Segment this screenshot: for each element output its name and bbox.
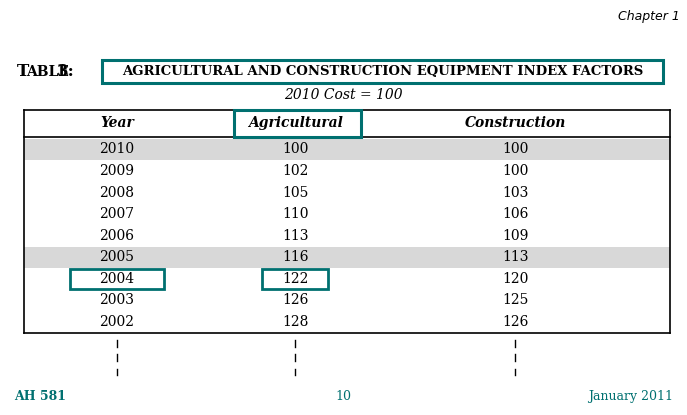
Text: Year: Year — [100, 117, 134, 130]
Text: 106: 106 — [502, 207, 528, 221]
Text: 2006: 2006 — [100, 229, 134, 243]
Text: 113: 113 — [502, 250, 528, 264]
Bar — [102, 60, 663, 83]
Text: ABLE: ABLE — [26, 65, 69, 78]
Text: T: T — [17, 63, 30, 80]
Text: January 2011: January 2011 — [588, 391, 673, 403]
Text: 100: 100 — [502, 142, 528, 156]
Text: AGRICULTURAL AND CONSTRUCTION EQUIPMENT INDEX FACTORS: AGRICULTURAL AND CONSTRUCTION EQUIPMENT … — [122, 65, 643, 78]
Text: 100: 100 — [502, 164, 528, 178]
Text: AH 581: AH 581 — [14, 391, 66, 403]
Text: 126: 126 — [282, 293, 308, 308]
Text: Agricultural: Agricultural — [248, 117, 343, 130]
Text: 116: 116 — [282, 250, 308, 264]
Bar — [262, 269, 328, 289]
Text: 2008: 2008 — [100, 186, 134, 200]
Text: 103: 103 — [502, 186, 528, 200]
Text: 2009: 2009 — [100, 164, 134, 178]
Text: 125: 125 — [502, 293, 528, 308]
Text: 2010 Cost = 100: 2010 Cost = 100 — [284, 88, 403, 103]
Text: Construction: Construction — [464, 117, 566, 130]
Text: 126: 126 — [502, 315, 528, 329]
Text: 10: 10 — [335, 391, 352, 403]
Text: 120: 120 — [502, 272, 528, 286]
Bar — [234, 110, 361, 137]
Text: 122: 122 — [282, 272, 308, 286]
Text: 128: 128 — [282, 315, 308, 329]
Text: 2007: 2007 — [99, 207, 135, 221]
Text: Chapter 1: Chapter 1 — [618, 10, 680, 23]
Text: 2010: 2010 — [99, 142, 135, 156]
Text: 3:: 3: — [57, 63, 75, 80]
Text: 113: 113 — [282, 229, 308, 243]
Text: 105: 105 — [282, 186, 308, 200]
Text: 2005: 2005 — [100, 250, 134, 264]
Bar — [24, 139, 670, 160]
Text: 2003: 2003 — [100, 293, 134, 308]
Text: 2004: 2004 — [99, 272, 135, 286]
Text: 2002: 2002 — [100, 315, 134, 329]
Text: 110: 110 — [282, 207, 308, 221]
Bar — [70, 269, 164, 289]
Text: 100: 100 — [282, 142, 308, 156]
Text: 102: 102 — [282, 164, 308, 178]
Bar — [24, 247, 670, 268]
Text: 109: 109 — [502, 229, 528, 243]
